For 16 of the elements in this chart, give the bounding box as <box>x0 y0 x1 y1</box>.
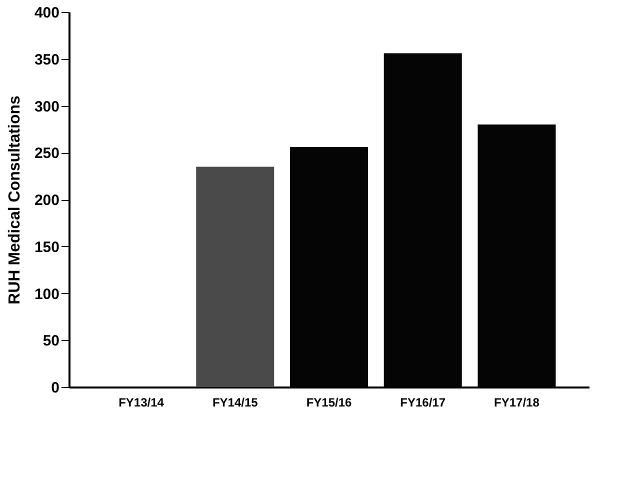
y-axis-title: RUH Medical Consultations <box>6 95 24 304</box>
x-tick-label: FY17/18 <box>494 396 540 410</box>
y-tick-label: 200 <box>34 192 60 209</box>
x-tick-label: FY16/17 <box>400 396 446 410</box>
x-tick-label: FY14/15 <box>212 396 258 410</box>
y-tick-label: 400 <box>34 4 60 22</box>
y-tick-label: 300 <box>34 98 60 116</box>
y-tick-label: 50 <box>42 332 60 350</box>
y-tick-label: 350 <box>34 51 60 68</box>
y-tick-label: 150 <box>34 238 60 256</box>
y-tick-label: 250 <box>34 145 60 162</box>
bar <box>196 166 274 387</box>
y-tick-label: 0 <box>51 380 60 396</box>
x-tick-label: FY13/14 <box>118 396 164 410</box>
x-tick-label: FY15/16 <box>306 396 352 410</box>
y-tick-label: 100 <box>34 286 60 303</box>
